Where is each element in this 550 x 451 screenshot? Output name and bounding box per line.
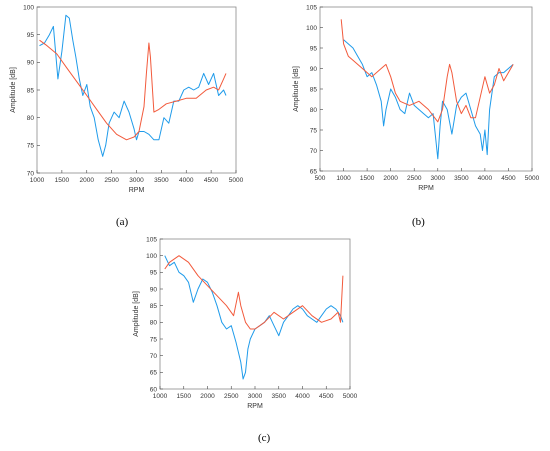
chart-b-y-tick-label: 105 bbox=[306, 4, 317, 11]
chart-b-x-tick-label: 2500 bbox=[407, 175, 422, 182]
chart-a-y-tick-label: 100 bbox=[23, 4, 34, 11]
chart-a-x-tick-label: 4500 bbox=[204, 177, 219, 184]
chart-c-series-blue-line bbox=[164, 255, 344, 380]
chart-b-y-tick-label: 80 bbox=[310, 107, 318, 114]
chart-a-x-tick-label: 3000 bbox=[129, 177, 144, 184]
chart-a-y-tick-label: 85 bbox=[27, 87, 35, 94]
chart-a-y-tick-label: 70 bbox=[27, 170, 35, 177]
chart-c-plot-area bbox=[159, 238, 351, 390]
chart-b-y-tick-label: 100 bbox=[306, 25, 317, 32]
chart-b-y-tick-label: 90 bbox=[310, 66, 318, 73]
chart-c-y-tick-label: 95 bbox=[150, 270, 158, 277]
chart-a-x-tick-label: 4000 bbox=[179, 177, 194, 184]
chart-b-series-red-line bbox=[340, 19, 514, 123]
chart-b-x-tick-label: 4500 bbox=[501, 175, 516, 182]
chart-a-y-tick-label: 80 bbox=[27, 115, 35, 122]
chart-a-series-blue-line bbox=[39, 14, 227, 157]
chart-a-x-tick-label: 5000 bbox=[229, 177, 244, 184]
chart-b-x-tick-label: 1000 bbox=[336, 175, 351, 182]
panel-label-b: (b) bbox=[412, 216, 425, 228]
chart-c-x-tick-label: 1500 bbox=[177, 393, 192, 400]
chart-a: 1000 1500 2000 2500 3000 3500 4000 4500 5000 70 75… bbox=[10, 4, 244, 194]
chart-c-x-tick-label: 4500 bbox=[319, 393, 334, 400]
chart-c-y-tick-label: 65 bbox=[150, 370, 158, 377]
chart-a-y-tick-label: 90 bbox=[27, 60, 35, 67]
chart-b-y-tick-label: 65 bbox=[310, 168, 318, 175]
chart-b-series-blue-line bbox=[343, 39, 514, 160]
chart-b-x-tick-label: 1500 bbox=[360, 175, 375, 182]
chart-c-y-axis-label: Amplitude [dB] bbox=[133, 291, 140, 337]
chart-a-x-tick-label: 1000 bbox=[30, 177, 45, 184]
chart-c-x-tick-label: 2000 bbox=[200, 393, 215, 400]
chart-a-plot-area bbox=[36, 6, 237, 174]
chart-c-y-tick-label: 80 bbox=[150, 320, 158, 327]
chart-b-y-tick-label: 70 bbox=[310, 148, 318, 155]
chart-a-series-red-line bbox=[39, 39, 227, 141]
chart-b-x-tick-label: 3500 bbox=[454, 175, 469, 182]
chart-c-y-tick-label: 60 bbox=[150, 386, 158, 393]
chart-c-y-tick-label: 100 bbox=[146, 253, 157, 260]
panel-label-c: (c) bbox=[258, 432, 271, 444]
chart-b: 500 1000 1500 2000 2500 3000 3500 4000 4500 5000 6… bbox=[293, 4, 540, 192]
chart-c-x-tick-label: 3500 bbox=[272, 393, 287, 400]
chart-b-x-tick-label: 500 bbox=[315, 175, 326, 182]
chart-b-x-axis-label: RPM bbox=[418, 185, 434, 192]
chart-c-x-tick-label: 3000 bbox=[248, 393, 263, 400]
chart-b-x-tick-label: 5000 bbox=[525, 175, 540, 182]
chart-b-y-tick-label: 95 bbox=[310, 45, 318, 52]
chart-c-x-tick-label: 1000 bbox=[153, 393, 168, 400]
chart-c-y-tick-label: 75 bbox=[150, 336, 158, 343]
chart-b-x-tick-label: 3000 bbox=[431, 175, 446, 182]
chart-a-x-tick-label: 2000 bbox=[80, 177, 95, 184]
chart-a-y-tick-label: 75 bbox=[27, 143, 35, 150]
chart-b-x-tick-label: 4000 bbox=[478, 175, 493, 182]
chart-b-y-axis-label: Amplitude [dB] bbox=[293, 66, 300, 112]
chart-a-y-axis-label: Amplitude [dB] bbox=[10, 67, 17, 113]
chart-a-x-tick-label: 1500 bbox=[55, 177, 70, 184]
chart-c-y-tick-label: 105 bbox=[146, 236, 157, 243]
chart-a-x-tick-label: 3500 bbox=[154, 177, 169, 184]
chart-c-x-axis-label: RPM bbox=[247, 403, 263, 410]
chart-c-y-tick-label: 85 bbox=[150, 303, 158, 310]
chart-b-y-tick-label: 85 bbox=[310, 86, 318, 93]
chart-b-plot-area bbox=[319, 6, 533, 172]
chart-a-y-tick-label: 95 bbox=[27, 32, 35, 39]
chart-c-x-tick-label: 2500 bbox=[224, 393, 239, 400]
chart-b-y-tick-label: 75 bbox=[310, 127, 318, 134]
chart-c-x-tick-label: 5000 bbox=[343, 393, 358, 400]
chart-c-y-tick-label: 70 bbox=[150, 353, 158, 360]
chart-b-x-tick-label: 2000 bbox=[383, 175, 398, 182]
panel-label-a: (a) bbox=[116, 216, 129, 228]
chart-a-x-tick-label: 2500 bbox=[104, 177, 119, 184]
chart-c-y-tick-label: 90 bbox=[150, 286, 158, 293]
chart-c: 1000 1500 2000 2500 3000 3500 4000 4500 5000 60 65… bbox=[133, 236, 358, 410]
chart-c-x-tick-label: 4000 bbox=[295, 393, 310, 400]
chart-c-series-red-line bbox=[164, 255, 344, 330]
chart-a-x-axis-label: RPM bbox=[129, 187, 145, 194]
